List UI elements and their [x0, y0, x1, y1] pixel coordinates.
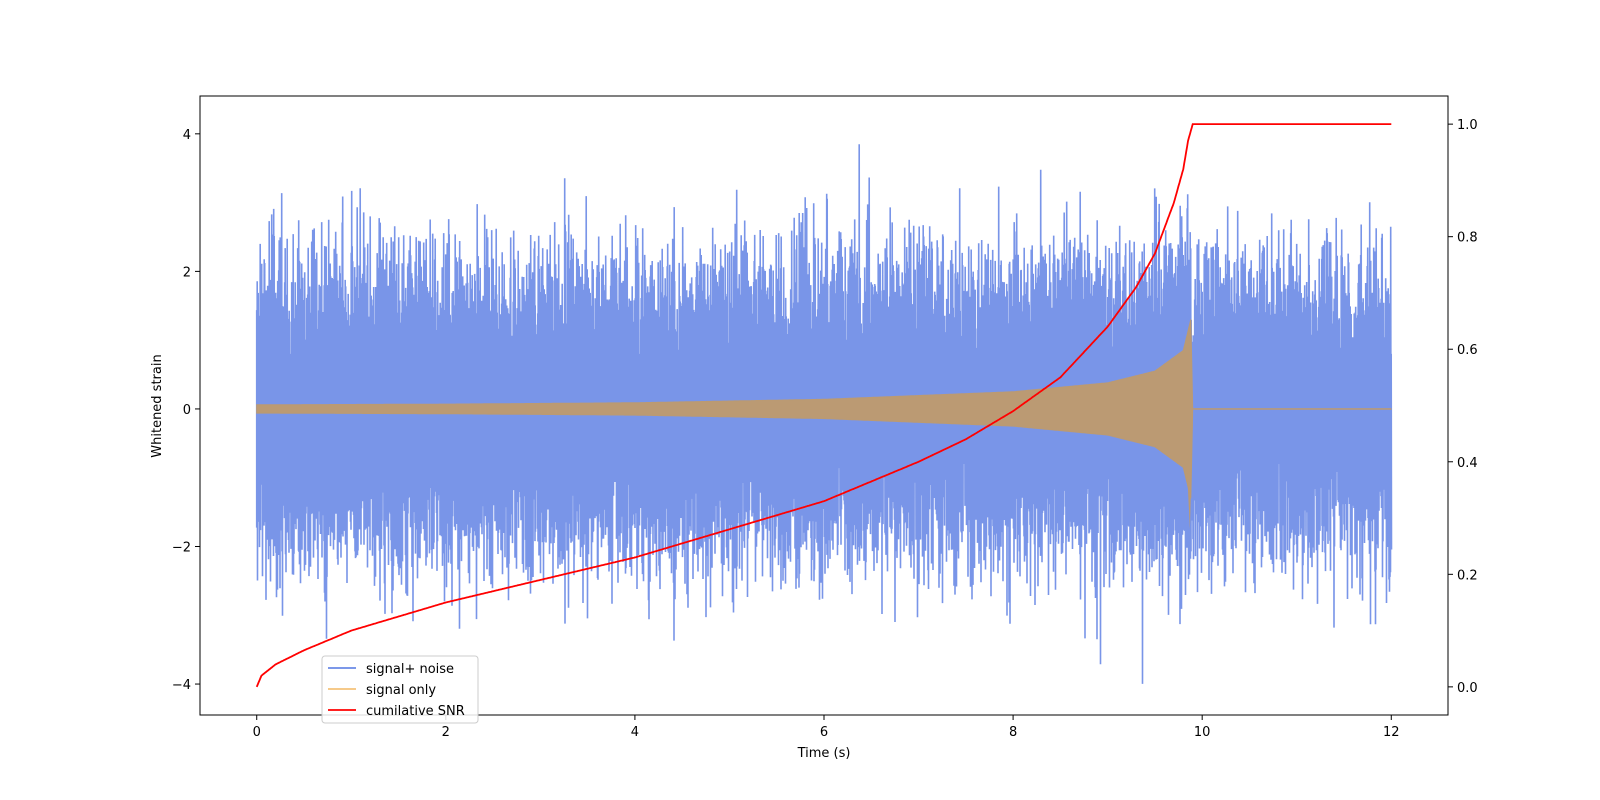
- legend-box: [321, 655, 479, 724]
- y2-tick-label: 1.0: [1457, 118, 1478, 133]
- x-tick-label: 0: [253, 725, 261, 740]
- x-tick-label: 10: [1194, 725, 1211, 740]
- x-tick-label: 12: [1383, 725, 1400, 740]
- x-axis-title: Time (s): [797, 746, 851, 761]
- series-signal-only-spike: [1187, 422, 1193, 530]
- plot-area: [255, 123, 1393, 688]
- series-cumulative-snr-line: [255, 123, 1392, 688]
- y-tick-label: −4: [172, 678, 191, 693]
- x-tick-label: 2: [442, 725, 450, 740]
- legend-label: signal only: [366, 683, 436, 698]
- legend-label: cumilative SNR: [366, 704, 465, 719]
- y-tick-label: −2: [172, 540, 191, 555]
- y2-tick-label: 0.8: [1457, 231, 1478, 246]
- legend-label: signal+ noise: [366, 662, 454, 677]
- y2-tick-label: 0.0: [1457, 681, 1478, 696]
- series-signal-noise-line: [255, 144, 1393, 684]
- y2-tick-label: 0.2: [1457, 568, 1478, 583]
- axes: 0 2 4 6 8 10 12 −4 −2 0 2 4 0.0 0.2 0.4 0.6 0.8 1.0: [172, 118, 1478, 740]
- x-tick-label: 8: [1009, 725, 1017, 740]
- x-tick-label: 6: [820, 725, 828, 740]
- x-tick-label: 4: [631, 725, 639, 740]
- legend: signal+ noise signal only cumilative SNR: [321, 655, 479, 724]
- y-tick-label: 0: [183, 403, 191, 418]
- y2-tick-label: 0.4: [1457, 456, 1478, 471]
- y-tick-label: 2: [183, 265, 191, 280]
- y-tick-label: 4: [183, 128, 191, 143]
- y-axis-title: Whitened strain: [150, 354, 165, 457]
- y2-tick-label: 0.6: [1457, 343, 1478, 358]
